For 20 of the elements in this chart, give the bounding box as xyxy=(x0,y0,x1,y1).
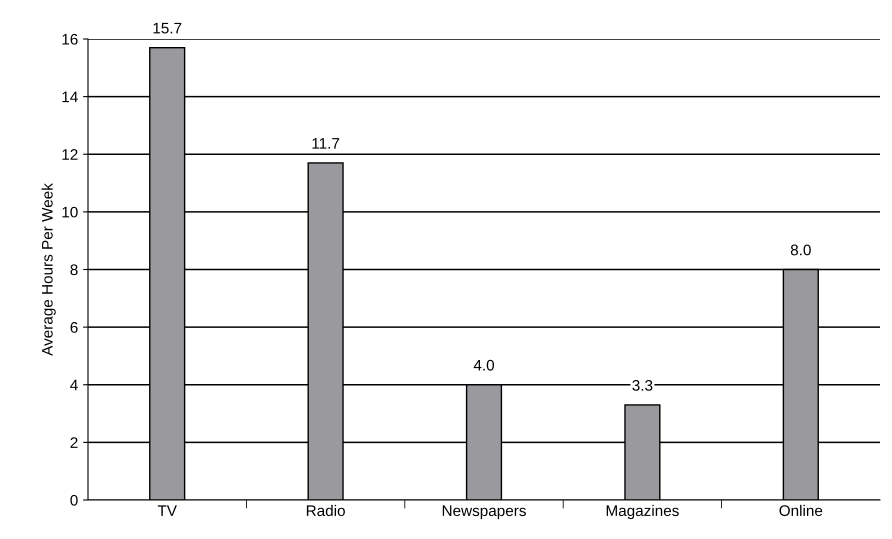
y-tick-label: 12 xyxy=(62,149,78,160)
y-tick-label: 8 xyxy=(70,264,78,276)
x-tick-label: TV xyxy=(158,505,177,516)
y-tick-label: 6 xyxy=(70,322,78,333)
data-label: 4.0 xyxy=(474,360,494,371)
x-tick-label: Online xyxy=(779,504,822,516)
y-tick-label: 0 xyxy=(70,494,78,506)
y-tick-label: 14 xyxy=(62,92,78,102)
data-label: 8.0 xyxy=(790,244,811,256)
data-label: 3.3 xyxy=(632,380,652,391)
y-axis-title: Average Hours Per Week xyxy=(41,183,56,356)
x-tick-label: Radio xyxy=(306,504,345,516)
data-label: 11.7 xyxy=(312,138,340,149)
x-tick-label: Magazines xyxy=(606,504,679,520)
y-tick-label: 10 xyxy=(62,206,78,218)
x-tick-label: Newspapers xyxy=(442,505,526,520)
y-tick-label: 16 xyxy=(62,34,78,45)
y-tick-label: 2 xyxy=(70,437,78,448)
y-tick-label: 4 xyxy=(70,380,78,390)
data-label: 15.7 xyxy=(154,22,182,34)
